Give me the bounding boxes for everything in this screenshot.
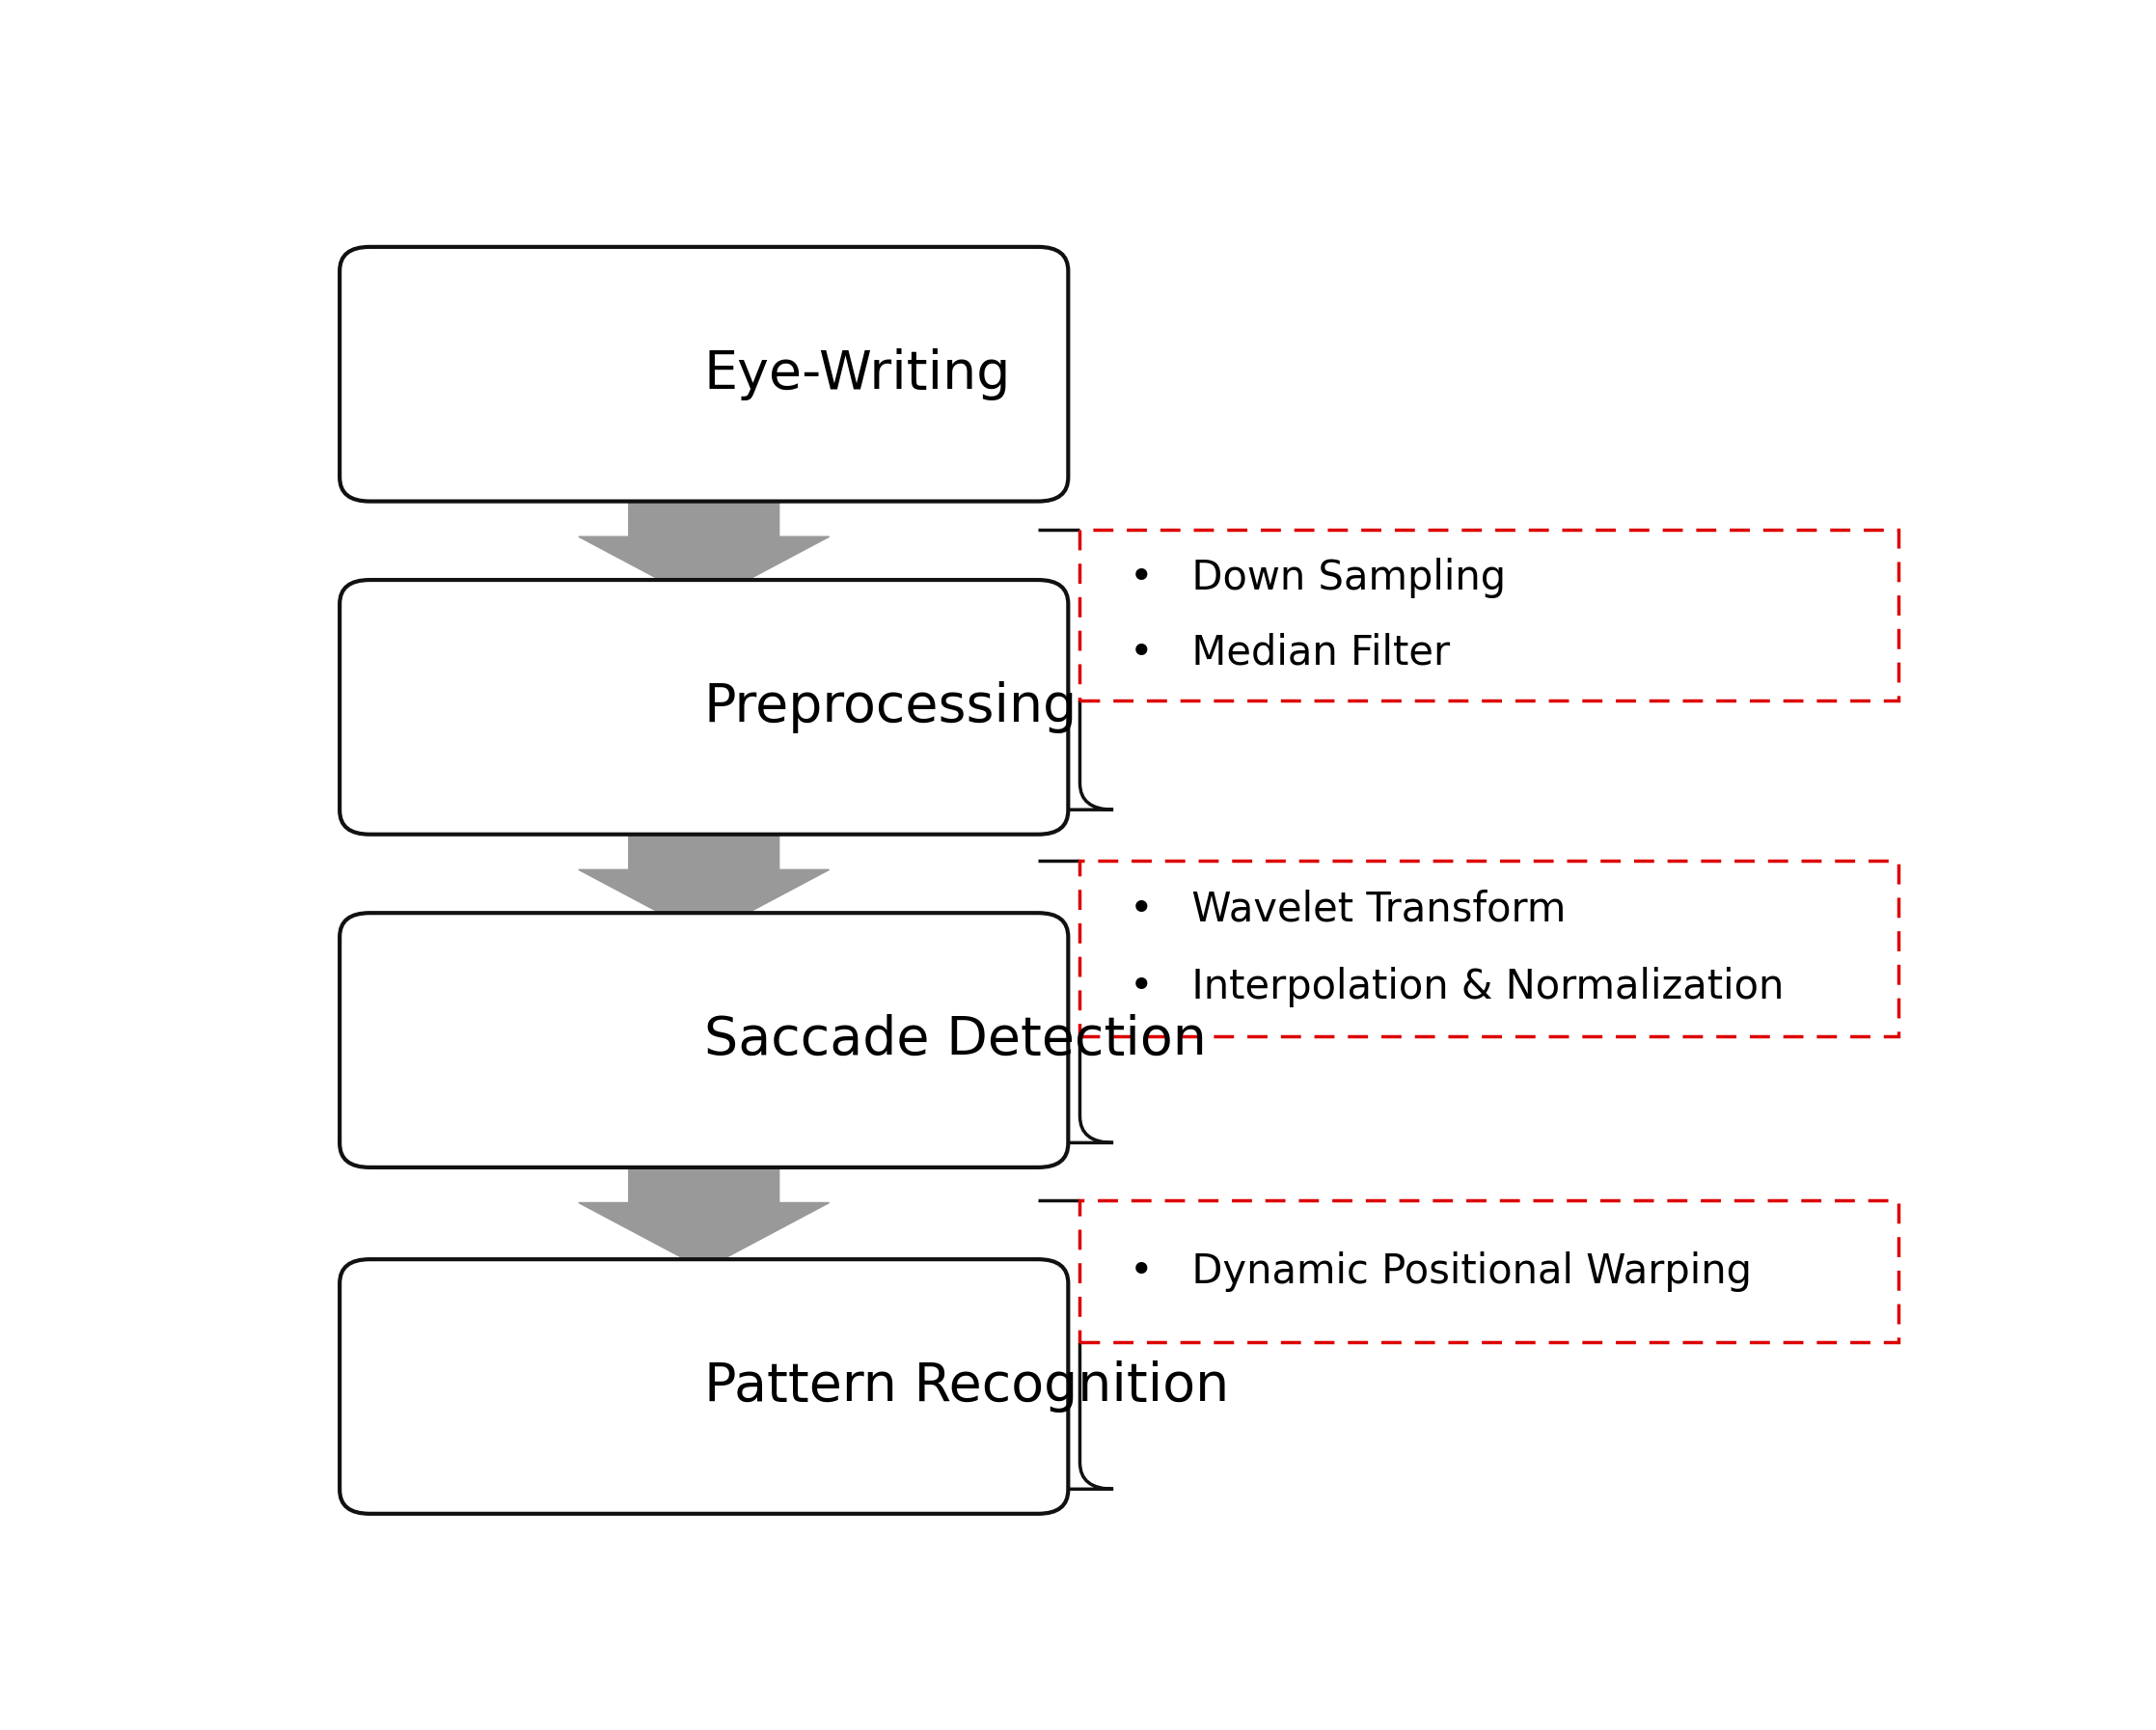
Text: Pattern Recognition: Pattern Recognition [703,1360,1229,1413]
Text: •   Median Filter: • Median Filter [1130,633,1451,673]
Text: •   Down Sampling: • Down Sampling [1130,557,1507,599]
Polygon shape [578,811,830,936]
FancyBboxPatch shape [341,1259,1067,1514]
Text: •   Wavelet Transform: • Wavelet Transform [1130,889,1567,929]
FancyBboxPatch shape [341,913,1067,1168]
Text: •   Dynamic Positional Warping: • Dynamic Positional Warping [1130,1251,1753,1292]
Text: •   Interpolation & Normalization: • Interpolation & Normalization [1130,967,1785,1007]
Bar [1080,1201,1899,1342]
Polygon shape [578,477,830,604]
Bar [1080,529,1899,701]
Text: Eye-Writing: Eye-Writing [703,348,1011,400]
Bar [1080,860,1899,1036]
Polygon shape [578,1144,830,1270]
FancyBboxPatch shape [341,247,1067,502]
Text: Preprocessing: Preprocessing [703,682,1078,734]
FancyBboxPatch shape [341,580,1067,834]
Text: Saccade Detection: Saccade Detection [703,1014,1207,1066]
